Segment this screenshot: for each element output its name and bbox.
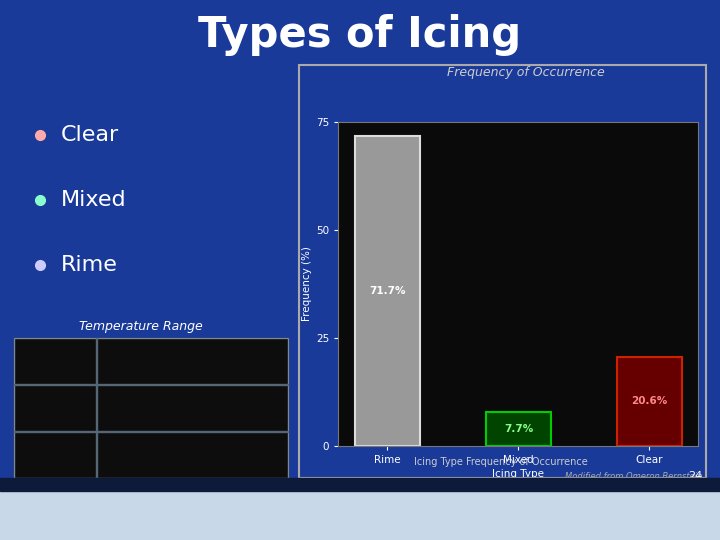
Text: Clear: Clear (61, 125, 120, 145)
Text: 20.6%: 20.6% (631, 396, 667, 406)
Bar (355, 136, 420, 446)
Text: Types of Icing: Types of Icing (199, 14, 521, 56)
Y-axis label: Frequency (%): Frequency (%) (302, 246, 312, 321)
Text: Temperature Range: Temperature Range (78, 320, 202, 333)
Text: Rime: Rime (61, 254, 118, 275)
Bar (616, 356, 682, 446)
Text: 24: 24 (688, 471, 702, 481)
Bar (486, 412, 551, 445)
Text: 0° to -10°C
(32° to 14°F): 0° to -10°C (32° to 14°F) (152, 349, 233, 373)
Text: NOAA/NWS Seattle Center Weather Service Unit (ZSE): NOAA/NWS Seattle Center Weather Service … (170, 508, 550, 521)
Text: Mixed: Mixed (37, 401, 73, 414)
Text: -10° to -15°C
(14° to 5°F): -10° to -15°C (14° to 5°F) (152, 396, 233, 419)
X-axis label: Icing Type: Icing Type (492, 469, 544, 478)
Text: Frequency of Occurrence: Frequency of Occurrence (446, 66, 605, 79)
Text: Rime: Rime (41, 448, 70, 461)
Text: Icing Type Frequency of Occurrence: Icing Type Frequency of Occurrence (413, 457, 588, 467)
Text: 7.7%: 7.7% (504, 424, 533, 434)
Text: Mixed: Mixed (61, 190, 127, 210)
Text: 71.7%: 71.7% (369, 286, 406, 295)
Text: Modified from Omeron Bernstein: Modified from Omeron Bernstein (565, 472, 702, 481)
Text: -15° to -40°C
(5° to -40°F): -15° to -40°C (5° to -40°F) (152, 443, 233, 466)
Text: Clear: Clear (37, 354, 73, 367)
